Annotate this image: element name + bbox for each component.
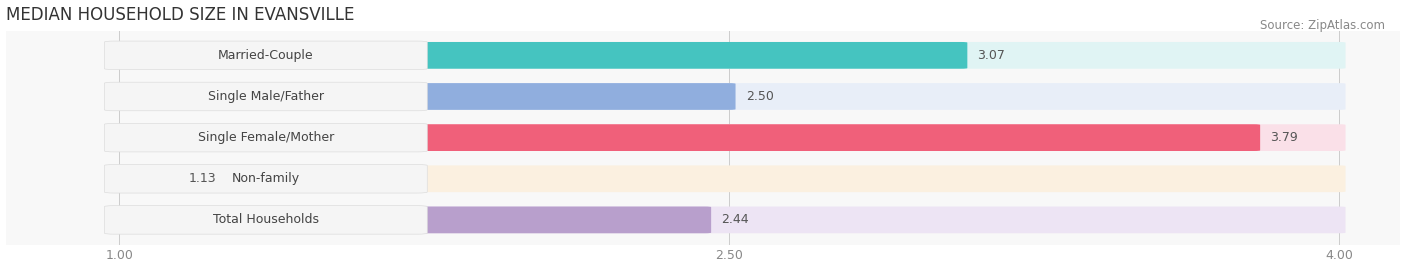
FancyBboxPatch shape bbox=[114, 42, 1346, 69]
Text: 2.50: 2.50 bbox=[745, 90, 773, 103]
Text: 3.79: 3.79 bbox=[1270, 131, 1298, 144]
FancyBboxPatch shape bbox=[114, 83, 1346, 110]
FancyBboxPatch shape bbox=[114, 207, 1346, 233]
Text: Total Households: Total Households bbox=[212, 213, 319, 226]
FancyBboxPatch shape bbox=[114, 124, 1346, 151]
FancyBboxPatch shape bbox=[114, 165, 1346, 192]
Text: 1.13: 1.13 bbox=[188, 172, 217, 185]
Text: 2.44: 2.44 bbox=[721, 213, 749, 226]
Text: Married-Couple: Married-Couple bbox=[218, 49, 314, 62]
Text: MEDIAN HOUSEHOLD SIZE IN EVANSVILLE: MEDIAN HOUSEHOLD SIZE IN EVANSVILLE bbox=[6, 6, 354, 24]
FancyBboxPatch shape bbox=[114, 83, 735, 110]
FancyBboxPatch shape bbox=[114, 207, 711, 233]
Text: Single Male/Father: Single Male/Father bbox=[208, 90, 323, 103]
FancyBboxPatch shape bbox=[114, 165, 179, 192]
FancyBboxPatch shape bbox=[104, 165, 427, 193]
FancyBboxPatch shape bbox=[114, 124, 1260, 151]
FancyBboxPatch shape bbox=[114, 42, 967, 69]
FancyBboxPatch shape bbox=[104, 82, 427, 111]
Text: Source: ZipAtlas.com: Source: ZipAtlas.com bbox=[1260, 19, 1385, 32]
FancyBboxPatch shape bbox=[104, 206, 427, 234]
FancyBboxPatch shape bbox=[104, 41, 427, 70]
FancyBboxPatch shape bbox=[104, 123, 427, 152]
Text: Single Female/Mother: Single Female/Mother bbox=[198, 131, 335, 144]
Text: 3.07: 3.07 bbox=[977, 49, 1005, 62]
Text: Non-family: Non-family bbox=[232, 172, 299, 185]
